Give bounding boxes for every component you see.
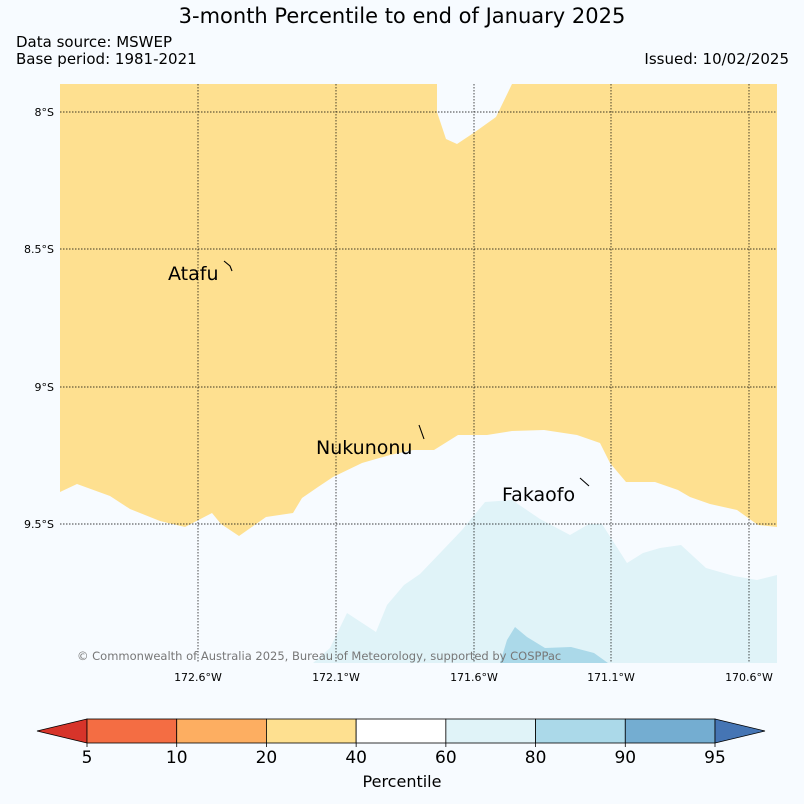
graticule xyxy=(60,84,777,663)
lon-label-172-6w: 172.6°W xyxy=(174,671,222,684)
colorbar-tick-label-95: 95 xyxy=(704,748,726,768)
nukunonu-atoll-outline xyxy=(418,424,425,440)
colorbar-segment-1 xyxy=(86,718,178,744)
base-period-text: Base period: 1981-2021 xyxy=(16,50,197,68)
colorbar-segment-7 xyxy=(624,718,716,744)
lat-label-8-5s: 8.5°S xyxy=(24,243,54,256)
region-80-90-percentile xyxy=(500,627,608,663)
place-label-fakaofo: Fakaofo xyxy=(502,484,575,506)
lat-label-9-5s: 9.5°S xyxy=(24,518,54,531)
region-20-40-percentile xyxy=(60,84,777,536)
colorbar: 5 10 20 40 60 80 90 95 xyxy=(36,718,766,768)
colorbar-tick-label-10: 10 xyxy=(166,748,188,768)
colorbar-extend-low xyxy=(36,718,88,744)
colorbar-tick-label-5: 5 xyxy=(82,748,93,768)
lon-label-171-6w: 171.6°W xyxy=(450,671,498,684)
lat-label-8s: 8°S xyxy=(35,106,54,119)
region-60-80-percentile xyxy=(313,500,777,663)
colorbar-segment-3 xyxy=(266,718,357,744)
colorbar-extend-high xyxy=(714,718,766,744)
colorbar-tick-label-40: 40 xyxy=(345,748,367,768)
fakaofo-atoll-outline xyxy=(579,477,590,487)
colorbar-segment-2 xyxy=(176,718,267,744)
colorbar-segment-5 xyxy=(445,718,536,744)
map-frame: © Commonwealth of Australia 2025, Bureau… xyxy=(60,84,777,663)
colorbar-segment-4 xyxy=(355,718,447,744)
colorbar-tick-label-60: 60 xyxy=(435,748,457,768)
colorbar-title: Percentile xyxy=(362,772,442,791)
colorbar-tick-label-90: 90 xyxy=(614,748,636,768)
lon-label-170-6w: 170.6°W xyxy=(725,671,773,684)
lon-label-172-1w: 172.1°W xyxy=(312,671,360,684)
data-source-text: Data source: MSWEP xyxy=(16,33,173,51)
map-title: 3-month Percentile to end of January 202… xyxy=(178,4,626,28)
place-label-atafu: Atafu xyxy=(168,263,219,285)
copyright-credit: © Commonwealth of Australia 2025, Bureau… xyxy=(77,649,561,663)
colorbar-segment-6 xyxy=(535,718,626,744)
data-source-block: Data source: MSWEP Base period: 1981-202… xyxy=(16,34,197,68)
colorbar-tick-label-80: 80 xyxy=(525,748,547,768)
colorbar-tick-label-20: 20 xyxy=(256,748,278,768)
lat-label-9s: 9°S xyxy=(35,381,54,394)
issued-date: Issued: 10/02/2025 xyxy=(644,50,789,68)
place-label-nukunonu: Nukunonu xyxy=(316,437,412,459)
lon-label-171-1w: 171.1°W xyxy=(587,671,635,684)
atafu-atoll-outline xyxy=(223,260,233,272)
